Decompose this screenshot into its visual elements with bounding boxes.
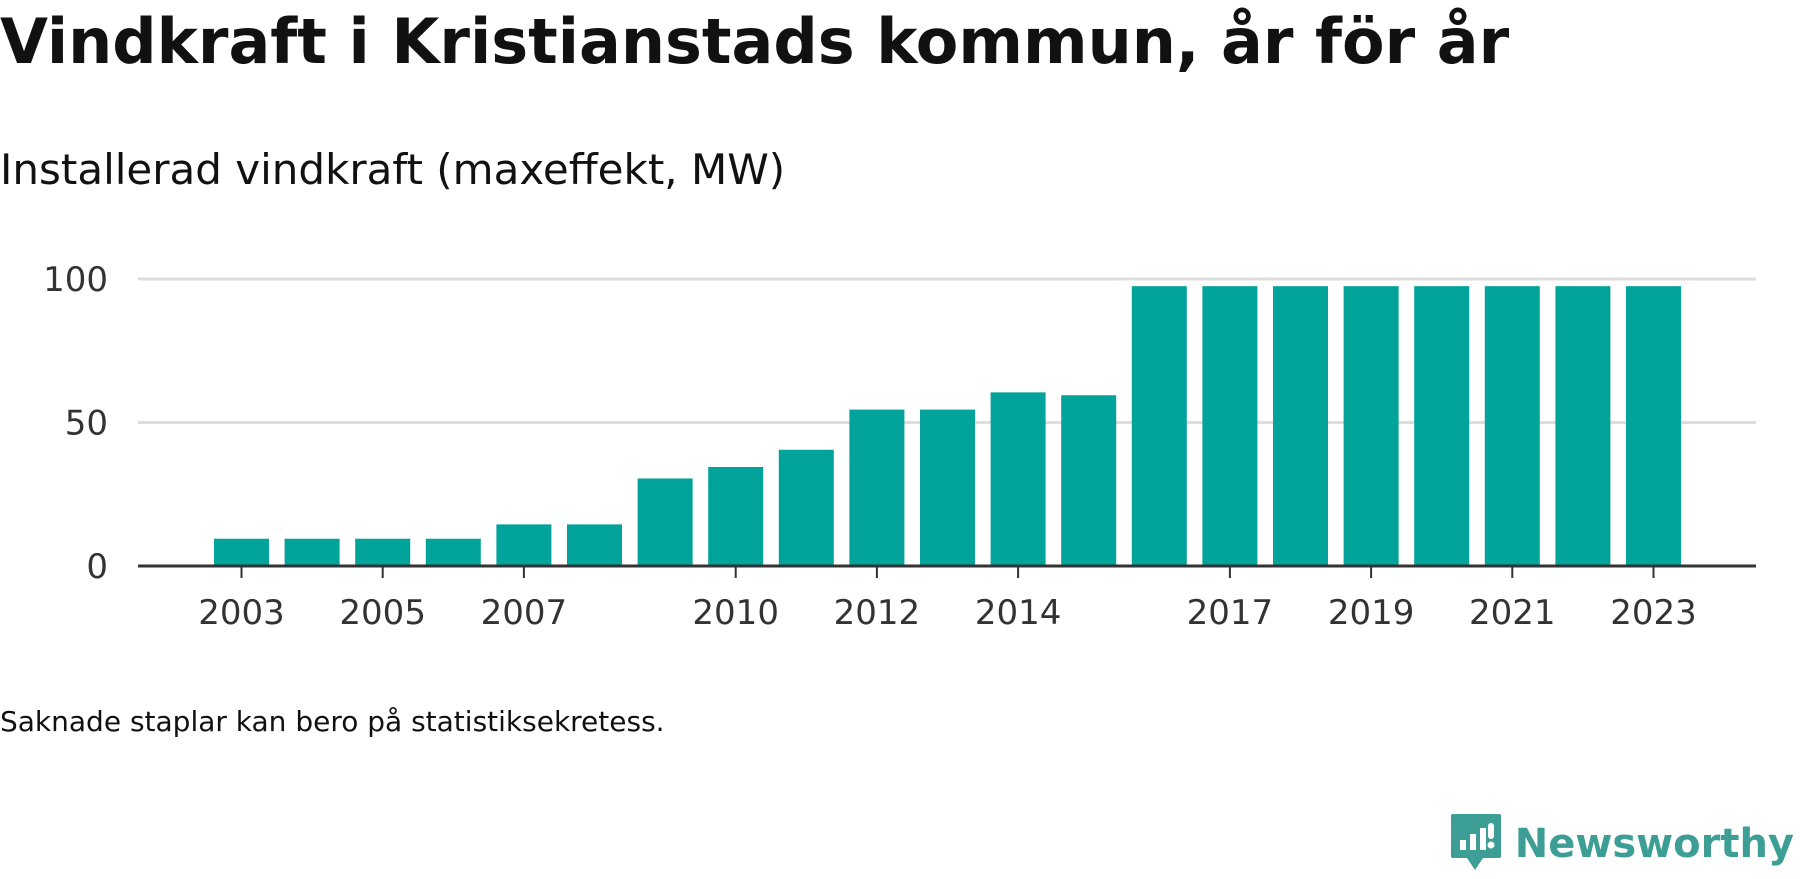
chart-subtitle: Installerad vindkraft (maxeffekt, MW) bbox=[0, 145, 786, 194]
bar-2010 bbox=[708, 466, 764, 566]
bar-2014 bbox=[990, 392, 1046, 566]
bar-2019 bbox=[1343, 286, 1399, 566]
brand: Newsworthy bbox=[1449, 812, 1794, 876]
x-tick-label-2019: 2019 bbox=[1328, 593, 1415, 633]
x-tick-label-2012: 2012 bbox=[834, 593, 921, 633]
bar-2016 bbox=[1131, 286, 1187, 566]
bar-2022 bbox=[1555, 286, 1611, 566]
x-tick-label-2010: 2010 bbox=[692, 593, 779, 633]
bar-2018 bbox=[1273, 286, 1328, 566]
x-tick-label-2023: 2023 bbox=[1610, 593, 1697, 633]
bar-2021 bbox=[1484, 286, 1540, 566]
bars bbox=[214, 286, 1681, 566]
bar-2011 bbox=[778, 449, 834, 566]
bar-2005 bbox=[355, 538, 411, 566]
bar-2023 bbox=[1626, 286, 1681, 566]
bar-2004 bbox=[284, 538, 340, 566]
x-tick-label-2014: 2014 bbox=[975, 593, 1062, 633]
brand-name: Newsworthy bbox=[1514, 821, 1794, 867]
chart-title: Vindkraft i Kristianstads kommun, år för… bbox=[0, 5, 1510, 78]
bar-2003 bbox=[214, 538, 269, 566]
bar-2009 bbox=[637, 478, 693, 566]
x-tick-label-2007: 2007 bbox=[481, 593, 568, 633]
bar-2007 bbox=[496, 524, 552, 566]
bar-2017 bbox=[1202, 286, 1258, 566]
axes: 0 50 100 2003 2005 2007 2010 2012 2014 2017 2019 20… bbox=[43, 260, 1756, 633]
y-tick-label-100: 100 bbox=[43, 260, 108, 300]
bar-chart: 0 50 100 2003 2005 2007 2010 2012 2014 2017 2019 20… bbox=[43, 260, 1756, 633]
y-tick-label-0: 0 bbox=[86, 547, 108, 587]
bar-2013 bbox=[920, 409, 975, 566]
footnote: Saknade staplar kan bero på statistiksek… bbox=[0, 705, 665, 738]
bar-2006 bbox=[425, 538, 481, 566]
bar-2015 bbox=[1061, 395, 1117, 566]
x-tick-label-2021: 2021 bbox=[1469, 593, 1556, 633]
newsworthy-logo-icon bbox=[1450, 814, 1501, 870]
y-tick-label-50: 50 bbox=[65, 404, 108, 444]
bar-2008 bbox=[567, 524, 622, 566]
x-tick-label-2003: 2003 bbox=[198, 593, 285, 633]
x-tick-label-2005: 2005 bbox=[339, 593, 426, 633]
x-tick-label-2017: 2017 bbox=[1187, 593, 1274, 633]
bar-2020 bbox=[1414, 286, 1470, 566]
bar-2012 bbox=[849, 409, 905, 566]
